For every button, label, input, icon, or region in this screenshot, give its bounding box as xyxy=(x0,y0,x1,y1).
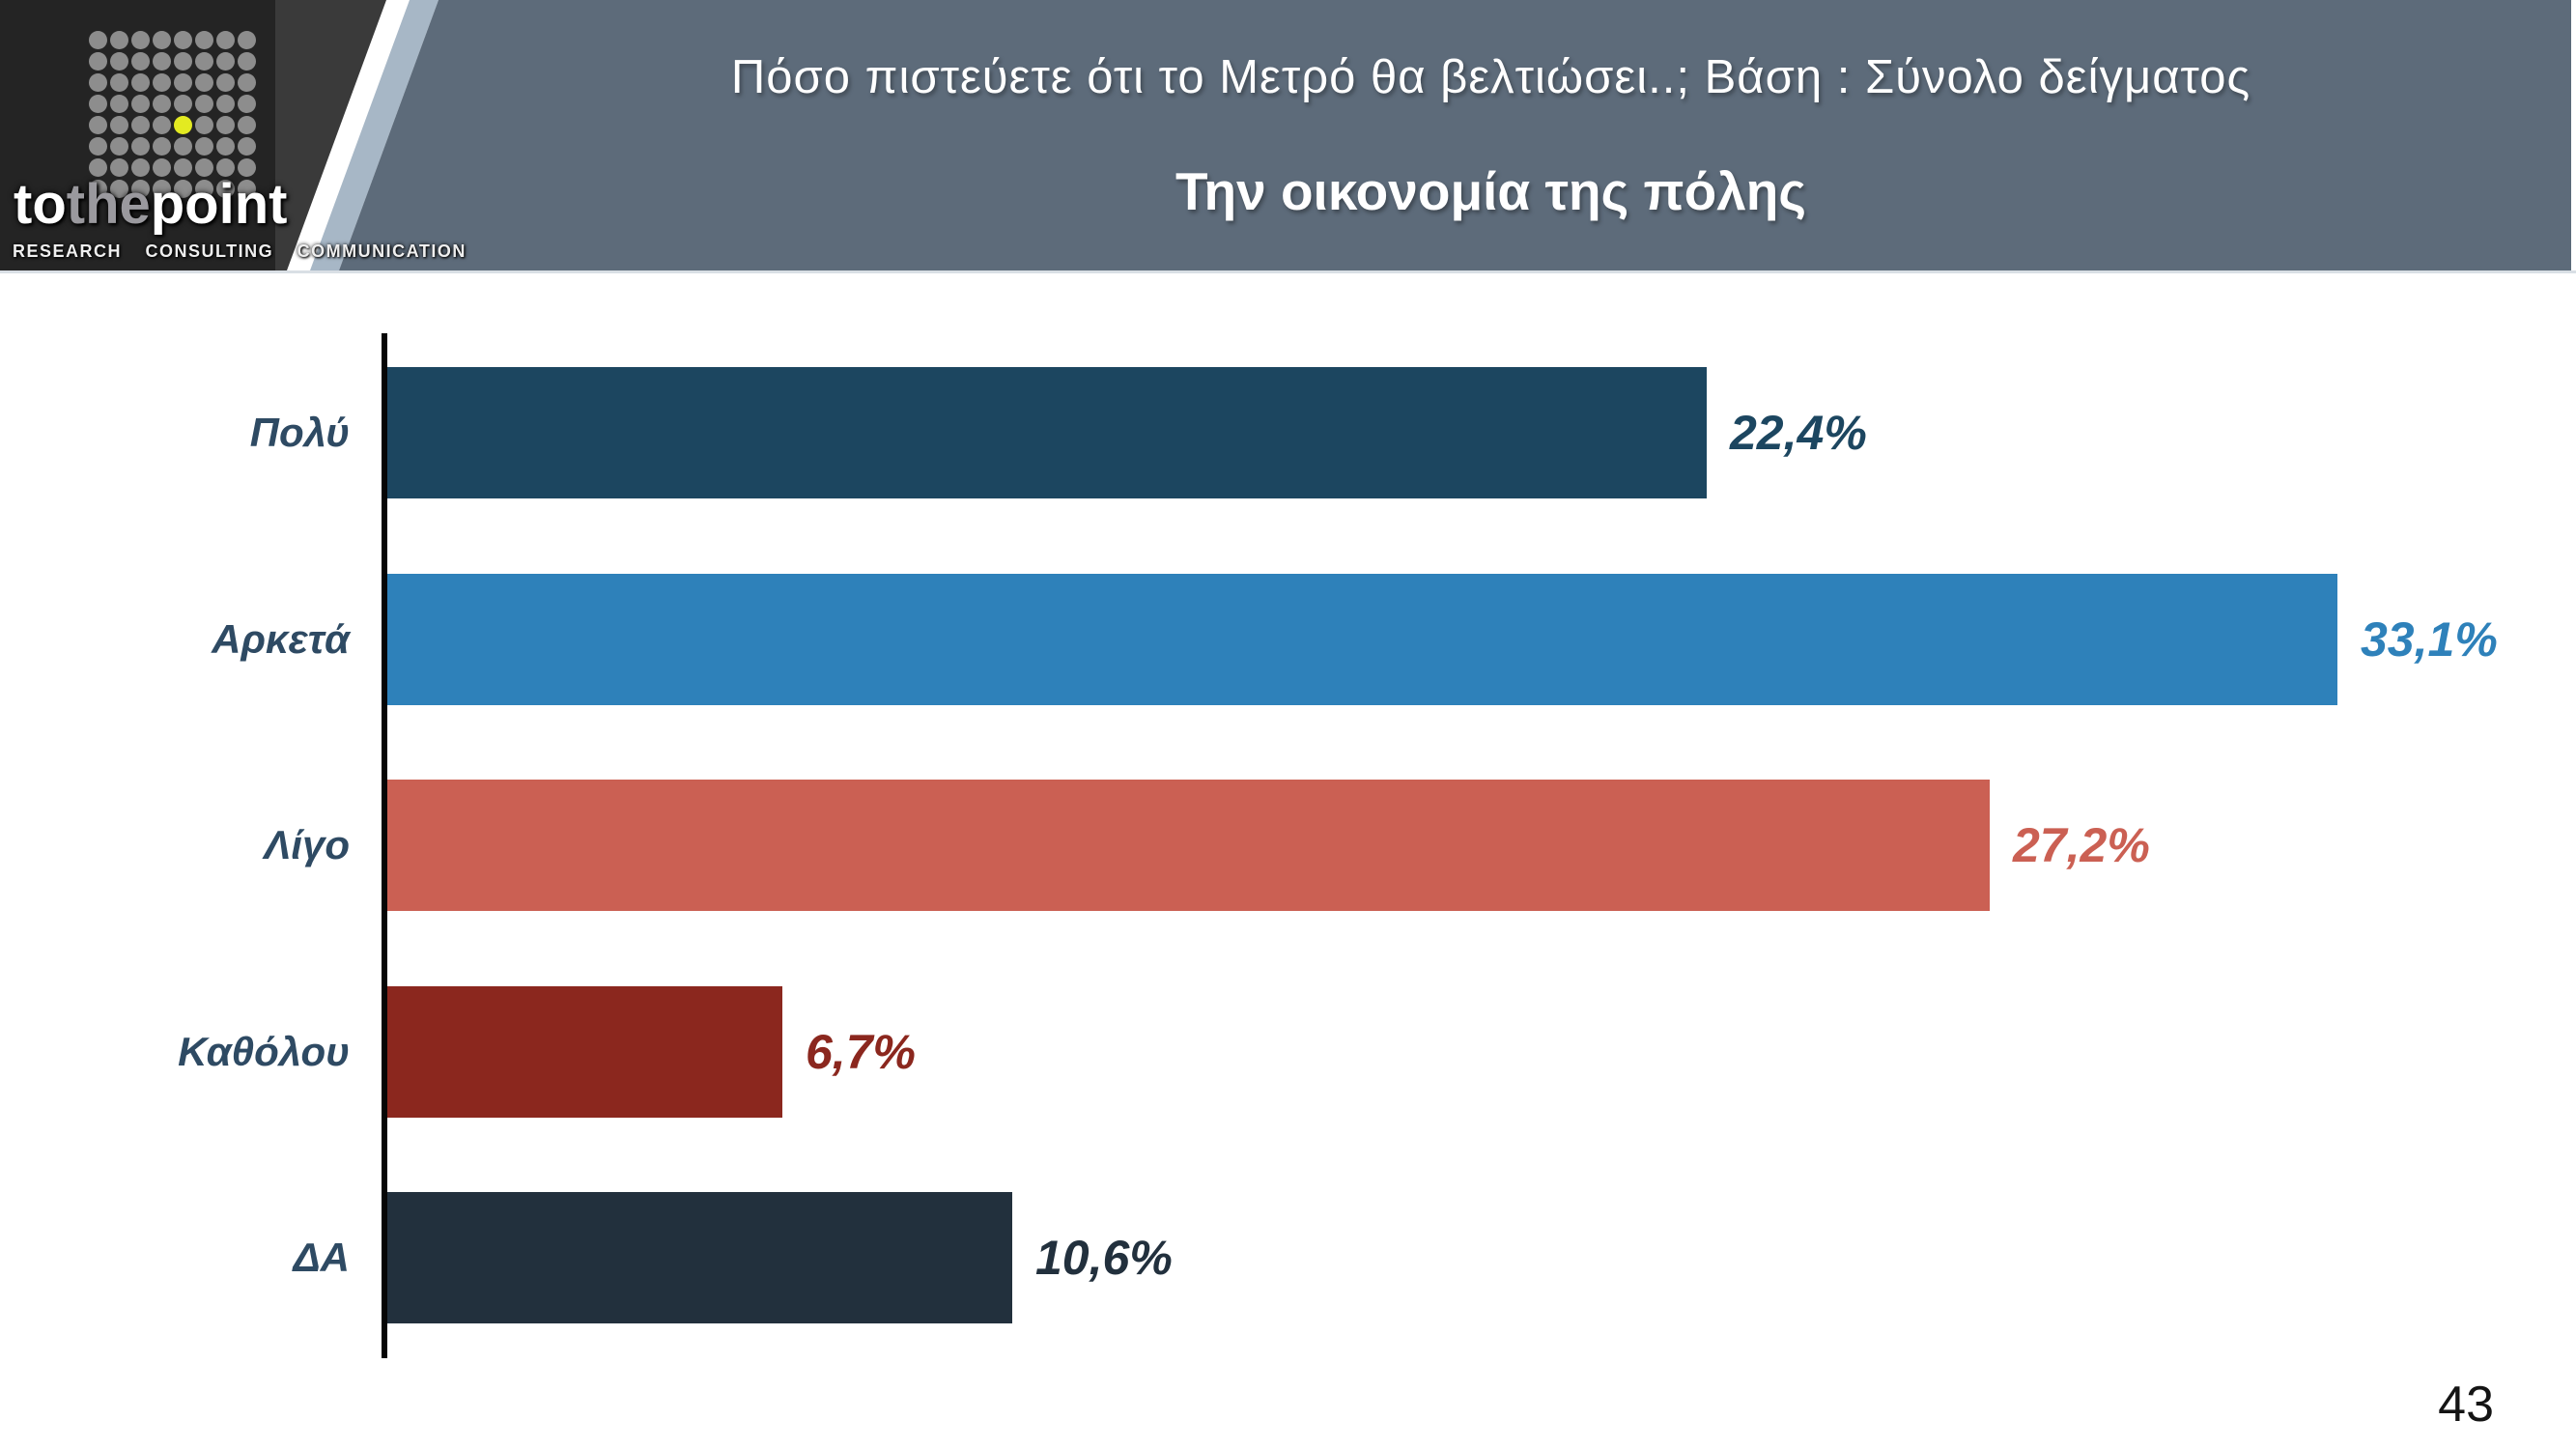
header-titles: Πόσο πιστεύετε ότι το Μετρό θα βελτιώσει… xyxy=(415,0,2566,270)
header-title-band xyxy=(339,0,2571,270)
logo-dot-icon xyxy=(110,137,128,156)
logo-dot-icon xyxy=(238,158,256,177)
logo-dot-icon xyxy=(174,73,192,92)
bar xyxy=(387,986,782,1118)
logo-dot-icon xyxy=(216,31,235,49)
logo-dot-icon xyxy=(153,95,171,113)
value-label: 27,2% xyxy=(2013,818,2150,872)
header-stripe-light xyxy=(310,0,439,270)
logo-dot-icon xyxy=(174,52,192,71)
logo-dot-icon xyxy=(89,116,107,134)
logo-dot-icon xyxy=(216,73,235,92)
logo-dot-icon xyxy=(89,52,107,71)
logo-dot-icon xyxy=(238,31,256,49)
logo-dot-icon xyxy=(216,116,235,134)
logo-block: tothepoint RESEARCH CONSULTING COMMUNICA… xyxy=(0,0,465,270)
logo-dot-icon xyxy=(238,52,256,71)
brand-part-point: point xyxy=(150,173,288,236)
logo-dot-icon xyxy=(131,52,150,71)
logo-dot-icon xyxy=(195,31,213,49)
logo-dot-icon xyxy=(110,95,128,113)
logo-dot-icon xyxy=(238,137,256,156)
logo-dot-icon xyxy=(110,116,128,134)
logo-dot-icon xyxy=(153,116,171,134)
logo-dot-icon xyxy=(174,95,192,113)
logo-dot-icon xyxy=(110,73,128,92)
logo-dot-icon xyxy=(131,158,150,177)
logo-dot-icon xyxy=(216,137,235,156)
bar xyxy=(387,780,1990,911)
logo-dot-icon xyxy=(131,116,150,134)
logo-dot-icon xyxy=(174,31,192,49)
logo-dot-icon xyxy=(89,73,107,92)
value-label: 10,6% xyxy=(1035,1231,1173,1285)
category-label: Πολύ xyxy=(249,410,350,455)
value-label: 33,1% xyxy=(2361,612,2498,667)
logo-dot-icon xyxy=(216,158,235,177)
category-label: Καθόλου xyxy=(178,1029,350,1074)
brand-wordmark: tothepoint xyxy=(14,172,287,237)
logo-dot-icon xyxy=(89,137,107,156)
logo-dot-icon xyxy=(238,73,256,92)
logo-dot-icon xyxy=(153,73,171,92)
logo-dot-icon xyxy=(195,95,213,113)
logo-dot-icon xyxy=(89,180,107,198)
logo-dot-icon xyxy=(195,180,213,198)
logo-dot-icon xyxy=(195,137,213,156)
logo-dot-icon xyxy=(238,116,256,134)
logo-dot-icon xyxy=(89,31,107,49)
logo-dot-icon xyxy=(195,158,213,177)
brand-part-to: to xyxy=(14,173,67,236)
category-label: ΔΑ xyxy=(293,1235,350,1280)
logo-dot-icon xyxy=(195,52,213,71)
bar xyxy=(387,574,2337,705)
logo-dot-icon xyxy=(174,137,192,156)
chart-subtitle: Την οικονομία της πόλης xyxy=(1175,161,1807,221)
logo-accent-dot-icon xyxy=(174,116,192,134)
logo-dot-icon xyxy=(153,137,171,156)
y-axis-line xyxy=(382,333,387,1358)
bar xyxy=(387,1192,1012,1323)
category-label: Λίγο xyxy=(264,822,350,867)
logo-dot-icon xyxy=(153,158,171,177)
logo-dot-icon xyxy=(89,158,107,177)
header-wedge-shape xyxy=(275,0,386,270)
value-label: 22,4% xyxy=(1730,406,1867,460)
value-label: 6,7% xyxy=(806,1025,916,1079)
logo-dot-icon xyxy=(174,158,192,177)
logo-dot-icon xyxy=(110,180,128,198)
slide-header: tothepoint RESEARCH CONSULTING COMMUNICA… xyxy=(0,0,2576,273)
logo-dot-grid-icon xyxy=(89,31,256,198)
logo-dot-icon xyxy=(131,95,150,113)
logo-dot-icon xyxy=(89,95,107,113)
page-number: 43 xyxy=(2438,1377,2494,1433)
category-label: Αρκετά xyxy=(212,616,350,662)
logo-dot-icon xyxy=(110,158,128,177)
logo-dot-icon xyxy=(153,31,171,49)
brand-part-the: the xyxy=(66,173,151,236)
logo-dot-icon xyxy=(216,52,235,71)
logo-dot-icon xyxy=(131,137,150,156)
logo-dot-icon xyxy=(131,180,150,198)
logo-dot-icon xyxy=(238,180,256,198)
logo-dot-icon xyxy=(238,95,256,113)
brand-tagline: RESEARCH CONSULTING COMMUNICATION xyxy=(13,242,467,261)
header-background-shapes xyxy=(275,0,2571,270)
logo-dot-icon xyxy=(216,95,235,113)
logo-dot-icon xyxy=(153,180,171,198)
logo-dot-icon xyxy=(174,180,192,198)
question-title: Πόσο πιστεύετε ότι το Μετρό θα βελτιώσει… xyxy=(730,51,2251,103)
logo-dot-icon xyxy=(131,31,150,49)
logo-dot-icon xyxy=(216,180,235,198)
logo-dot-icon xyxy=(195,116,213,134)
logo-dot-icon xyxy=(110,52,128,71)
logo-dot-icon xyxy=(131,73,150,92)
bar xyxy=(387,367,1707,498)
logo-dot-icon xyxy=(195,73,213,92)
logo-dot-icon xyxy=(110,31,128,49)
logo-dot-icon xyxy=(153,52,171,71)
